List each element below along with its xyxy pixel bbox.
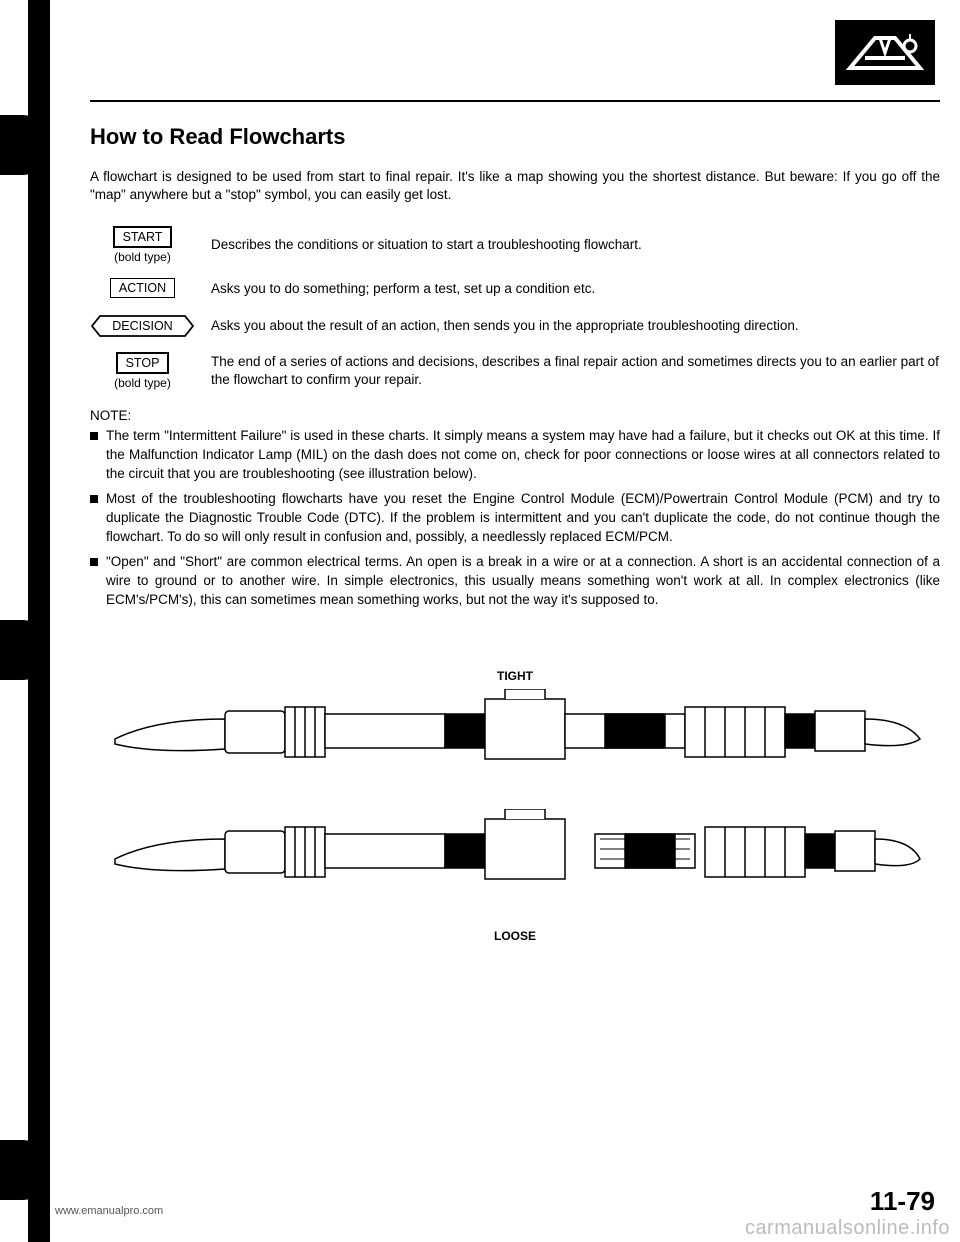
action-desc: Asks you to do something; perform a test… xyxy=(211,280,940,298)
stop-desc: The end of a series of actions and decis… xyxy=(211,353,940,389)
note-item: Most of the troubleshooting flowcharts h… xyxy=(90,490,940,547)
intro-text: A flowchart is designed to be used from … xyxy=(90,168,940,204)
start-subtext: (bold type) xyxy=(114,250,171,264)
note-heading: NOTE: xyxy=(90,408,940,423)
decision-hexagon: DECISION xyxy=(90,314,195,338)
tight-label: TIGHT xyxy=(90,669,940,683)
spine-tab xyxy=(0,115,50,175)
spine-tab xyxy=(0,620,50,680)
symbol-action: ACTION xyxy=(90,278,195,300)
symbol-stop: STOP (bold type) xyxy=(90,352,195,390)
symbol-row-start: START (bold type) Describes the conditio… xyxy=(90,226,940,264)
connector-tight-icon xyxy=(105,689,925,769)
page-number: 11-79 xyxy=(870,1186,935,1217)
stop-subtext: (bold type) xyxy=(114,376,171,390)
note-item: The term "Intermittent Failure" is used … xyxy=(90,427,940,484)
symbol-row-decision: DECISION Asks you about the result of an… xyxy=(90,314,940,338)
connector-loose-icon xyxy=(105,809,925,889)
spine-tab xyxy=(0,1140,50,1200)
symbol-start: START (bold type) xyxy=(90,226,195,264)
illustration-area: TIGHT xyxy=(90,669,940,943)
notes-list: The term "Intermittent Failure" is used … xyxy=(90,427,940,609)
loose-label: LOOSE xyxy=(90,929,940,943)
header-rule xyxy=(90,100,940,102)
decision-desc: Asks you about the result of an action, … xyxy=(211,317,940,335)
page-content: How to Read Flowcharts A flowchart is de… xyxy=(90,20,940,949)
symbol-decision: DECISION xyxy=(90,314,195,338)
action-box: ACTION xyxy=(110,278,175,298)
page-title: How to Read Flowcharts xyxy=(90,124,940,150)
symbol-row-action: ACTION Asks you to do something; perform… xyxy=(90,278,940,300)
watermark: carmanualsonline.info xyxy=(745,1217,950,1240)
symbol-row-stop: STOP (bold type) The end of a series of … xyxy=(90,352,940,390)
note-item: "Open" and "Short" are common electrical… xyxy=(90,553,940,610)
decision-label: DECISION xyxy=(112,319,172,333)
start-box: START xyxy=(113,226,173,248)
stop-box: STOP xyxy=(116,352,170,374)
start-desc: Describes the conditions or situation to… xyxy=(211,236,940,254)
footer-url: www.emanualpro.com xyxy=(55,1205,163,1217)
